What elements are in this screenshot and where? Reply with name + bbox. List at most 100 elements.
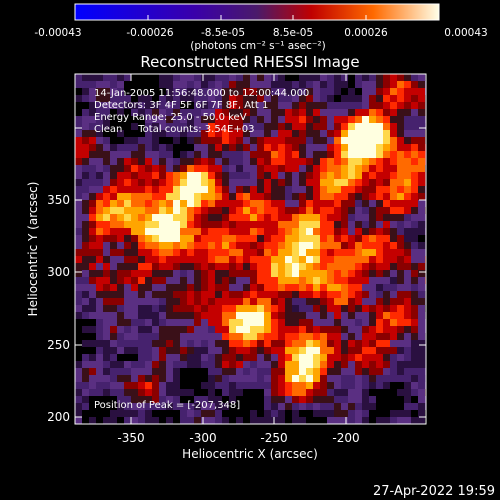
heatmap-cell	[82, 312, 90, 320]
heatmap-cell	[306, 354, 314, 362]
heatmap-cell	[166, 403, 174, 411]
heatmap-cell	[187, 116, 195, 124]
heatmap-cell	[306, 270, 314, 278]
heatmap-cell	[159, 340, 167, 348]
heatmap-cell	[341, 144, 349, 152]
heatmap-cell	[110, 396, 118, 404]
heatmap-cell	[278, 221, 286, 229]
heatmap-cell	[145, 221, 153, 229]
heatmap-cell	[236, 179, 244, 187]
heatmap-cell	[215, 137, 223, 145]
heatmap-cell	[103, 403, 111, 411]
heatmap-cell	[404, 179, 412, 187]
heatmap-cell	[201, 158, 209, 166]
heatmap-cell	[376, 214, 384, 222]
heatmap-cell	[110, 193, 118, 201]
heatmap-cell	[89, 263, 97, 271]
heatmap-cell	[362, 102, 370, 110]
heatmap-cell	[208, 123, 216, 131]
heatmap-cell	[103, 333, 111, 341]
heatmap-cell	[131, 277, 139, 285]
heatmap-cell	[271, 403, 279, 411]
heatmap-cell	[278, 179, 286, 187]
heatmap-cell	[383, 95, 391, 103]
heatmap-cell	[208, 368, 216, 376]
heatmap-cell	[327, 347, 335, 355]
heatmap-cell	[145, 165, 153, 173]
heatmap-cell	[117, 298, 125, 306]
heatmap-cell	[418, 277, 426, 285]
heatmap-cell	[110, 242, 118, 250]
heatmap-cell	[334, 102, 342, 110]
heatmap-cell	[383, 312, 391, 320]
heatmap-cell	[285, 235, 293, 243]
y-tick-label: 200	[47, 410, 70, 424]
heatmap-cell	[362, 333, 370, 341]
heatmap-cell	[222, 123, 230, 131]
heatmap-cell	[208, 389, 216, 397]
heatmap-cell	[341, 298, 349, 306]
heatmap-cell	[257, 361, 265, 369]
heatmap-cell	[131, 172, 139, 180]
heatmap-cell	[418, 130, 426, 138]
heatmap-cell	[96, 354, 104, 362]
heatmap-cell	[96, 88, 104, 96]
heatmap-cell	[362, 193, 370, 201]
heatmap-cell	[75, 333, 83, 341]
heatmap-cell	[271, 228, 279, 236]
heatmap-cell	[327, 123, 335, 131]
heatmap-cell	[222, 137, 230, 145]
heatmap-cell	[208, 410, 216, 418]
heatmap-cell	[348, 340, 356, 348]
heatmap-cell	[187, 382, 195, 390]
heatmap-cell	[264, 137, 272, 145]
heatmap-cell	[271, 186, 279, 194]
heatmap-cell	[250, 95, 258, 103]
heatmap-cell	[194, 256, 202, 264]
heatmap-cell	[383, 123, 391, 131]
heatmap-cell	[159, 410, 167, 418]
heatmap-cell	[82, 333, 90, 341]
plot-title: Reconstructed RHESSI Image	[140, 53, 359, 71]
x-tick-label: -250	[260, 431, 287, 445]
heatmap-cell	[404, 109, 412, 117]
heatmap-cell	[152, 368, 160, 376]
heatmap-cell	[124, 235, 132, 243]
heatmap-cell	[166, 319, 174, 327]
heatmap-cell	[404, 88, 412, 96]
heatmap-cell	[222, 144, 230, 152]
heatmap-cell	[75, 102, 83, 110]
heatmap-cell	[292, 347, 300, 355]
heatmap-cell	[278, 235, 286, 243]
heatmap-cell	[362, 347, 370, 355]
heatmap-cell	[397, 221, 405, 229]
heatmap-cell	[313, 123, 321, 131]
heatmap-cell	[334, 221, 342, 229]
heatmap-cell	[327, 340, 335, 348]
heatmap-cell	[138, 347, 146, 355]
heatmap-cell	[131, 165, 139, 173]
heatmap-cell	[278, 375, 286, 383]
heatmap-cell	[243, 193, 251, 201]
heatmap-cell	[152, 130, 160, 138]
heatmap-cell	[334, 298, 342, 306]
heatmap-cell	[299, 312, 307, 320]
heatmap-cell	[383, 256, 391, 264]
heatmap-cell	[236, 347, 244, 355]
heatmap-cell	[418, 256, 426, 264]
heatmap-cell	[383, 375, 391, 383]
heatmap-cell	[383, 368, 391, 376]
heatmap-cell	[390, 382, 398, 390]
heatmap-cell	[229, 186, 237, 194]
heatmap-cell	[110, 263, 118, 271]
heatmap-cell	[145, 417, 153, 424]
heatmap-cell	[222, 403, 230, 411]
heatmap-cell	[103, 256, 111, 264]
heatmap-cell	[145, 81, 153, 89]
heatmap-cell	[152, 200, 160, 208]
heatmap-cell	[75, 88, 83, 96]
heatmap-cell	[376, 102, 384, 110]
heatmap-cell	[397, 298, 405, 306]
heatmap-cell	[187, 312, 195, 320]
heatmap-cell	[215, 354, 223, 362]
